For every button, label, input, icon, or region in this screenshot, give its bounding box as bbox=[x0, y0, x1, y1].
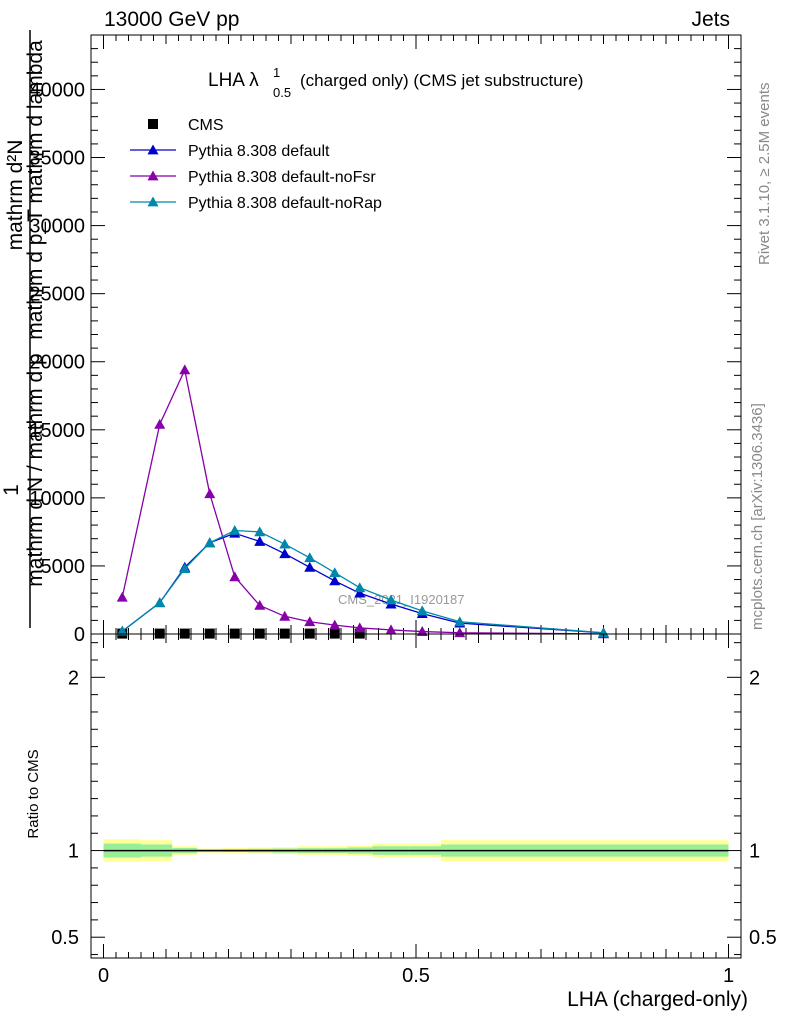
y-tick-label: 0 bbox=[74, 624, 85, 646]
data-point bbox=[416, 605, 428, 616]
data-point bbox=[179, 563, 191, 574]
data-point bbox=[204, 488, 216, 499]
x-tick-label: 0 bbox=[98, 965, 109, 987]
y-axis-label: 1 mathrm d²N mathrm d N / mathrm d p mat… bbox=[0, 30, 47, 628]
data-point bbox=[179, 364, 191, 375]
series-pythia-8-308-default-norap bbox=[116, 525, 609, 638]
data-point bbox=[154, 597, 166, 608]
y-tick-label: 35000 bbox=[29, 148, 85, 170]
ratio-y-tick-label: 0.5 bbox=[51, 927, 79, 949]
chart-title-sub: 0.5 bbox=[273, 85, 291, 100]
series-pythia-8-308-default bbox=[116, 527, 609, 638]
legend-marker bbox=[147, 196, 159, 207]
legend-marker bbox=[147, 144, 159, 155]
data-point bbox=[354, 582, 366, 593]
data-point bbox=[254, 526, 266, 537]
ratio-y-tick-label-right: 1 bbox=[749, 841, 760, 863]
ratio-plot-frame bbox=[90, 633, 742, 959]
legend-label: Pythia 8.308 default bbox=[188, 143, 330, 160]
main-plot-area: 0 5000 10000 15000 20000 25000 30000 35000 40000 bbox=[29, 34, 742, 646]
data-point bbox=[229, 571, 241, 582]
data-point bbox=[254, 535, 266, 546]
data-point bbox=[598, 627, 609, 638]
legend: CMS Pythia 8.308 default Pythia 8.308 defa… bbox=[130, 117, 382, 212]
data-point bbox=[304, 616, 316, 627]
y-axis-label-pre: 1 bbox=[0, 484, 23, 496]
legend-marker bbox=[148, 119, 158, 129]
ratio-plot-area: 0 0.5 1 0.5 0.5 1 1 2 2 bbox=[51, 633, 777, 987]
data-point bbox=[204, 537, 216, 548]
ratio-y-tick-label-right: 2 bbox=[749, 667, 760, 689]
ratio-y-tick-label: 1 bbox=[68, 841, 79, 863]
x-tick-label: 0.5 bbox=[402, 965, 430, 987]
data-point bbox=[279, 548, 291, 559]
y-tick-label: 20000 bbox=[29, 352, 85, 374]
legend-marker bbox=[147, 170, 159, 181]
y-axis-label-mid: mathrm d N / mathrm d p bbox=[24, 353, 47, 586]
data-point bbox=[329, 575, 341, 586]
y-tick-label: 25000 bbox=[29, 284, 85, 306]
chart-title: LHA λ 1 0.5 (charged only) (CMS jet subs… bbox=[208, 65, 583, 100]
data-point bbox=[354, 587, 366, 598]
x-axis-label: LHA (charged-only) bbox=[567, 988, 748, 1011]
data-point bbox=[385, 624, 397, 635]
y-tick-label: 15000 bbox=[29, 420, 85, 442]
data-point bbox=[454, 627, 466, 638]
chart-title-sup: 1 bbox=[273, 65, 280, 80]
data-point bbox=[329, 619, 341, 630]
data-point bbox=[116, 625, 128, 636]
data-point bbox=[354, 622, 366, 633]
data-point bbox=[154, 418, 166, 429]
data-point bbox=[304, 552, 316, 563]
y-tick-label: 40000 bbox=[29, 79, 85, 101]
data-point bbox=[304, 561, 316, 572]
y-axis-label-numerator: mathrm d²N bbox=[4, 140, 27, 251]
chart-title-main: LHA λ bbox=[208, 70, 259, 91]
data-point bbox=[329, 567, 341, 578]
y-tick-label: 30000 bbox=[29, 216, 85, 238]
ratio-y-tick-label-right: 0.5 bbox=[749, 927, 777, 949]
analysis-watermark: CMS_2021_I1920187 bbox=[338, 592, 465, 607]
header-jets-label: Jets bbox=[691, 8, 730, 31]
data-point bbox=[385, 594, 397, 605]
chart-title-rest: (charged only) (CMS jet substructure) bbox=[300, 71, 583, 90]
data-point bbox=[116, 591, 128, 602]
legend-label: Pythia 8.308 default-noRap bbox=[188, 195, 382, 212]
series-pythia-8-308-default-nofsr bbox=[116, 364, 609, 639]
x-tick-label: 1 bbox=[723, 965, 734, 987]
header-energy-label: 13000 GeV pp bbox=[104, 8, 240, 31]
data-point bbox=[279, 538, 291, 549]
series-line bbox=[121, 529, 604, 634]
y-tick-label: 10000 bbox=[29, 488, 85, 510]
y-tick-label: 5000 bbox=[41, 556, 86, 578]
ratio-y-axis-label: Ratio to CMS bbox=[25, 749, 42, 838]
data-point bbox=[254, 599, 266, 610]
series-line bbox=[121, 532, 604, 634]
data-point bbox=[279, 610, 291, 621]
legend-label: CMS bbox=[188, 117, 224, 134]
series-line bbox=[121, 367, 604, 635]
ratio-y-tick-label: 2 bbox=[68, 667, 79, 689]
data-point bbox=[416, 626, 428, 636]
legend-label: Pythia 8.308 default-noFsr bbox=[188, 169, 376, 186]
data-point bbox=[229, 525, 241, 535]
data-point bbox=[454, 616, 466, 627]
